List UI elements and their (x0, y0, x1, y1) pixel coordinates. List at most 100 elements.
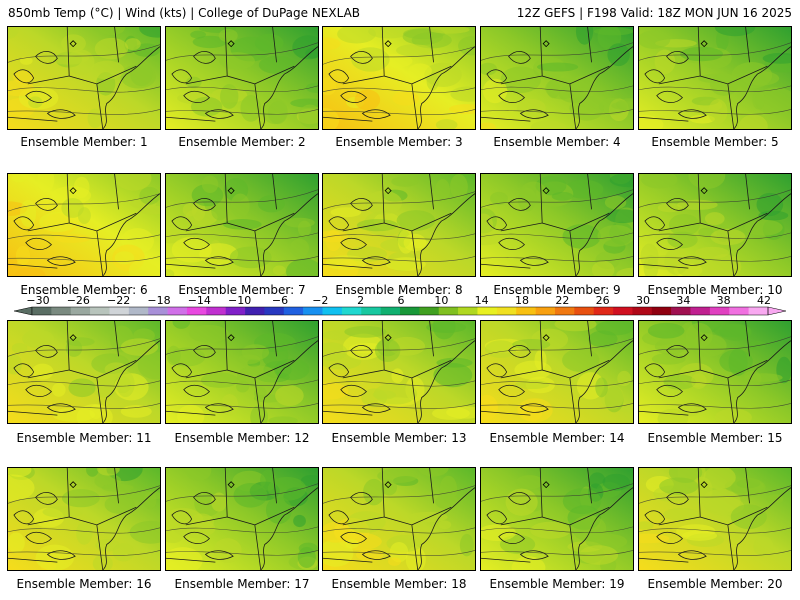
ensemble-member-label: Ensemble Member: 5 (651, 135, 779, 149)
colorbar-swatch (225, 307, 246, 315)
ensemble-map-panel (480, 467, 634, 571)
colorbar-swatch (438, 307, 459, 315)
ensemble-map-panel (322, 173, 476, 277)
ensemble-map-panel (7, 173, 161, 277)
ensemble-map-panel (165, 320, 319, 424)
temperature-map (323, 174, 475, 276)
colorbar-swatch (496, 307, 517, 315)
ensemble-member-label: Ensemble Member: 1 (20, 135, 148, 149)
colorbar-swatch (477, 307, 498, 315)
colorbar-tick-label: −18 (147, 295, 170, 307)
colorbar-tick-label: −22 (107, 295, 130, 307)
colorbar-swatch (380, 307, 401, 315)
temperature-map (639, 468, 791, 570)
colorbar-tick-label: 2 (357, 295, 364, 307)
colorbar-tick-label: 26 (596, 295, 610, 307)
colorbar-swatch (283, 307, 304, 315)
ensemble-member-label: Ensemble Member: 11 (16, 431, 152, 445)
colorbar-swatch (128, 307, 149, 315)
temperature-map (481, 468, 633, 570)
ensemble-member-label: Ensemble Member: 13 (331, 431, 467, 445)
temperature-map (323, 468, 475, 570)
colorbar-swatch (51, 307, 72, 315)
colorbar-tick-label: −14 (188, 295, 211, 307)
temperature-map (481, 174, 633, 276)
ensemble-member-label: Ensemble Member: 10 (647, 283, 783, 297)
temperature-map (166, 27, 318, 129)
temperature-map (481, 321, 633, 423)
colorbar-tick-label: 30 (636, 295, 650, 307)
colorbar-swatch (322, 307, 343, 315)
colorbar-tick-label: 34 (676, 295, 690, 307)
colorbar-tick-label: −10 (228, 295, 251, 307)
ensemble-map-panel (7, 320, 161, 424)
colorbar-tick-label: −30 (26, 295, 49, 307)
ensemble-map-panel (7, 467, 161, 571)
colorbar-swatch (186, 307, 207, 315)
ensemble-map-panel (165, 173, 319, 277)
colorbar-swatch (671, 307, 691, 315)
temperature-map (323, 321, 475, 423)
colorbar-swatch (709, 307, 730, 315)
ensemble-map-panel (165, 467, 319, 571)
ensemble-map-panel (322, 467, 476, 571)
temperature-map (166, 468, 318, 570)
temperature-map (323, 27, 475, 129)
ensemble-map-panel (7, 26, 161, 130)
colorbar-tick-label: 18 (515, 295, 529, 307)
colorbar-swatch (748, 307, 769, 315)
colorbar-swatch (70, 307, 91, 315)
ensemble-map-panel (638, 320, 792, 424)
ensemble-map-panel (480, 320, 634, 424)
colorbar-swatch (690, 307, 711, 315)
ensemble-map-panel (638, 173, 792, 277)
ensemble-map-panel (480, 26, 634, 130)
colorbar-swatch (613, 307, 633, 315)
ensemble-member-label: Ensemble Member: 8 (335, 283, 463, 297)
colorbar-swatch (458, 307, 478, 315)
ensemble-map-panel (322, 320, 476, 424)
ensemble-member-label: Ensemble Member: 18 (331, 577, 467, 591)
ensemble-member-label: Ensemble Member: 17 (174, 577, 310, 591)
colorbar-swatch (535, 307, 556, 315)
colorbar-swatch (400, 307, 420, 315)
ensemble-member-label: Ensemble Member: 14 (489, 431, 625, 445)
colorbar-swatch (32, 307, 52, 315)
colorbar-swatch (574, 307, 594, 315)
colorbar-low-arrow (13, 306, 33, 316)
colorbar-swatch (303, 307, 323, 315)
colorbar-swatch (148, 307, 168, 315)
colorbar-tick-label: 38 (717, 295, 731, 307)
colorbar-tick-label: 10 (434, 295, 448, 307)
temperature-map (8, 321, 160, 423)
temperature-map (639, 174, 791, 276)
colorbar-swatch (167, 307, 188, 315)
temperature-map (481, 27, 633, 129)
temperature-map (639, 321, 791, 423)
colorbar-tick-label: −26 (67, 295, 90, 307)
ensemble-map-panel (638, 26, 792, 130)
colorbar-high-arrow (767, 306, 787, 316)
colorbar-swatch (554, 307, 575, 315)
colorbar-swatch (651, 307, 672, 315)
temperature-map (8, 468, 160, 570)
ensemble-member-label: Ensemble Member: 9 (493, 283, 621, 297)
map-title: 850mb Temp (°C) | Wind (kts) | College o… (8, 6, 361, 20)
ensemble-member-label: Ensemble Member: 2 (178, 135, 306, 149)
colorbar-swatch (245, 307, 265, 315)
ensemble-member-label: Ensemble Member: 16 (16, 577, 152, 591)
colorbar-swatch (361, 307, 381, 315)
colorbar-swatch (90, 307, 110, 315)
ensemble-member-label: Ensemble Member: 12 (174, 431, 310, 445)
colorbar-tick-label: −2 (312, 295, 328, 307)
colorbar-swatch (729, 307, 749, 315)
colorbar-swatch (632, 307, 653, 315)
temperature-map (639, 27, 791, 129)
temperature-map (166, 174, 318, 276)
colorbar-tick-label: 42 (757, 295, 771, 307)
ensemble-member-label: Ensemble Member: 20 (647, 577, 783, 591)
ensemble-member-label: Ensemble Member: 15 (647, 431, 783, 445)
colorbar-tick-label: −6 (272, 295, 288, 307)
ensemble-member-label: Ensemble Member: 7 (178, 283, 306, 297)
colorbar-swatch (593, 307, 614, 315)
